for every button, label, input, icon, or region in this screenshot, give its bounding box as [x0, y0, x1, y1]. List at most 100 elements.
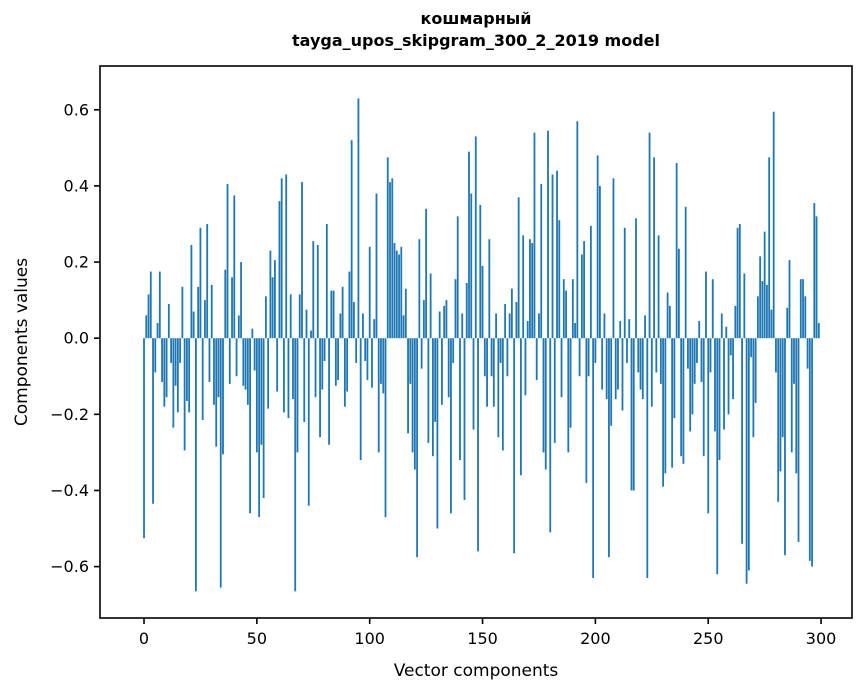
bar — [368, 246, 371, 339]
bar — [698, 321, 701, 339]
bar — [459, 338, 461, 461]
bar — [799, 279, 802, 339]
bar — [677, 248, 680, 339]
bar — [145, 315, 148, 339]
bar — [204, 300, 206, 339]
bar — [680, 338, 683, 457]
bar — [310, 330, 312, 339]
bar — [382, 338, 385, 394]
bar — [222, 338, 224, 455]
bar — [165, 338, 168, 398]
bar — [420, 338, 423, 369]
bar — [391, 178, 394, 339]
bar — [515, 302, 518, 339]
bar — [673, 338, 676, 419]
bar — [456, 216, 459, 339]
bar — [416, 338, 418, 558]
bar — [362, 313, 364, 339]
bar — [743, 273, 746, 339]
bar — [319, 338, 321, 438]
bar — [371, 338, 373, 388]
bar — [260, 338, 263, 445]
bar — [705, 271, 707, 339]
bar — [565, 290, 567, 339]
bar — [612, 178, 615, 339]
bar — [693, 338, 696, 384]
bar — [479, 204, 482, 339]
bar — [506, 338, 509, 377]
figure-title: кошмарный — [421, 9, 532, 28]
bar — [576, 121, 579, 339]
bar — [436, 338, 439, 529]
bar — [608, 338, 610, 558]
bar — [556, 170, 558, 339]
bar — [199, 227, 202, 339]
bar — [729, 338, 732, 356]
bar — [517, 197, 520, 339]
bar — [226, 184, 229, 339]
bar — [395, 250, 398, 339]
bar — [161, 338, 163, 382]
bar — [720, 313, 723, 339]
bar — [486, 338, 488, 407]
bar — [666, 292, 669, 339]
bar — [172, 338, 175, 428]
bar — [662, 338, 664, 487]
bar — [492, 338, 495, 407]
bar — [623, 227, 626, 339]
bar — [547, 130, 549, 339]
bar — [659, 338, 662, 384]
bar — [386, 157, 389, 339]
bar — [384, 338, 387, 518]
y-tick-label: −0.2 — [50, 405, 89, 424]
bar — [402, 315, 405, 339]
bar — [551, 174, 554, 339]
bar — [174, 338, 177, 386]
bar — [788, 260, 791, 339]
y-tick-label: 0.6 — [64, 100, 89, 119]
bar — [296, 338, 299, 453]
bar — [343, 338, 346, 407]
bar — [339, 313, 342, 339]
y-tick-label: 0.4 — [64, 176, 89, 195]
bar — [490, 338, 493, 377]
bar — [723, 338, 725, 430]
bar — [206, 223, 209, 339]
y-tick-label: 0.0 — [64, 329, 89, 348]
bar — [513, 338, 516, 554]
bar — [734, 305, 737, 339]
bar — [610, 338, 613, 426]
bar — [650, 338, 653, 407]
bar — [346, 338, 349, 392]
bar — [332, 290, 335, 339]
bar — [533, 132, 536, 339]
bar — [524, 338, 527, 396]
bar — [472, 338, 475, 430]
bar — [601, 338, 604, 390]
bar — [750, 338, 753, 358]
bar — [429, 273, 432, 339]
bar — [192, 311, 195, 339]
bar — [404, 288, 407, 339]
bar — [328, 338, 330, 445]
bar — [718, 338, 721, 461]
bar — [520, 338, 522, 476]
bar — [779, 338, 782, 472]
bar — [316, 244, 319, 339]
bar — [163, 338, 166, 407]
bar — [499, 338, 502, 363]
bar — [350, 140, 353, 339]
bar — [244, 338, 247, 390]
bar — [179, 338, 182, 363]
bar — [481, 265, 484, 339]
bar — [630, 338, 633, 491]
bar — [766, 284, 768, 339]
bar — [684, 206, 687, 339]
bar — [422, 300, 425, 339]
x-axis-label: Vector components — [394, 661, 559, 681]
bar — [549, 338, 552, 533]
bar — [231, 277, 233, 339]
bar — [628, 319, 631, 339]
bar — [657, 235, 660, 339]
bar — [763, 231, 766, 339]
